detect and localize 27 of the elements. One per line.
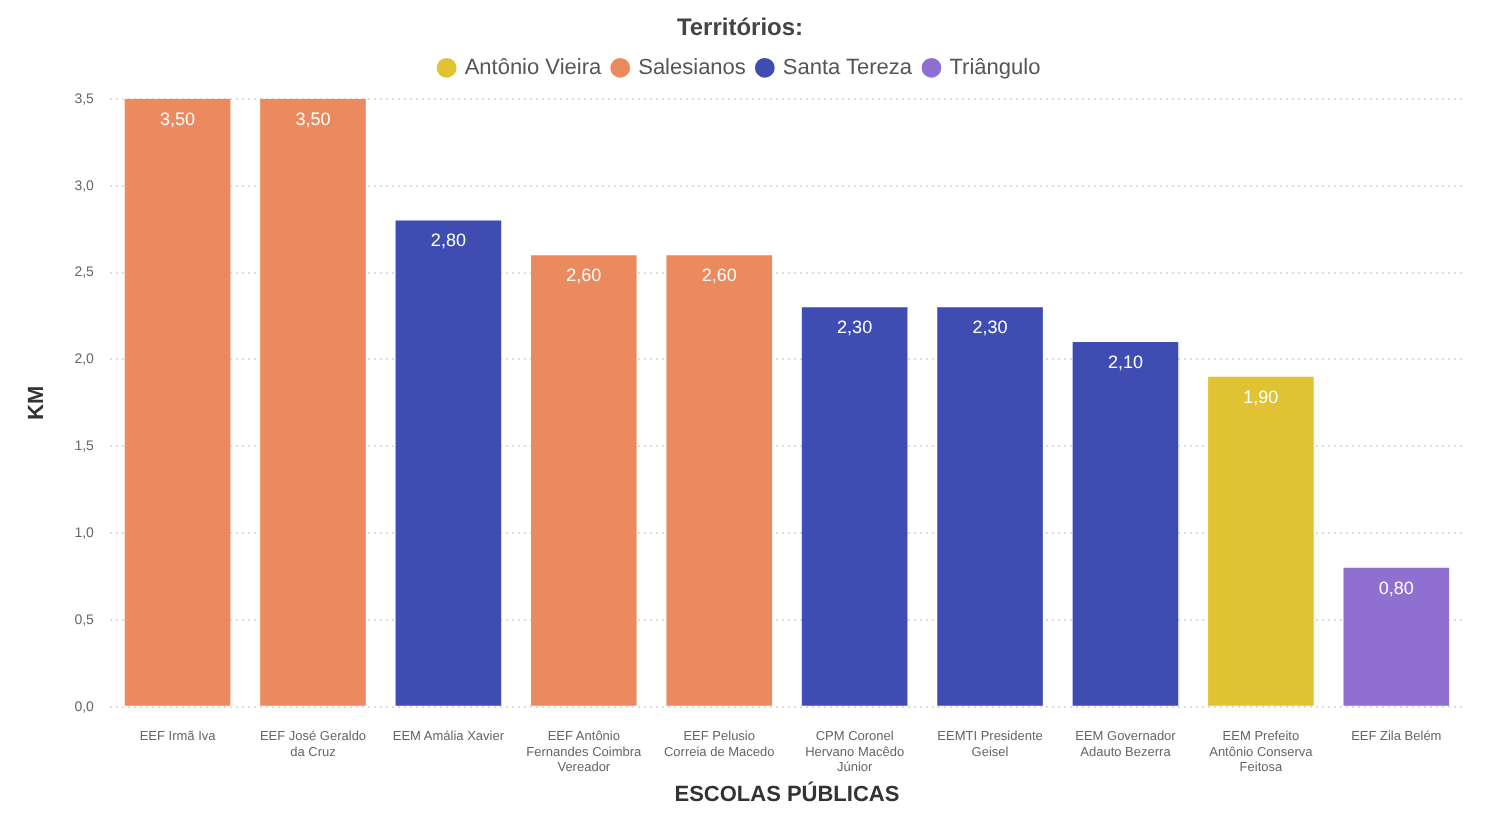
- bar: [395, 220, 502, 706]
- data-label: 3,50: [295, 108, 331, 129]
- y-axis-title: KM: [25, 385, 50, 420]
- bar: [1072, 342, 1179, 706]
- data-label: 2,30: [837, 317, 873, 338]
- legend-label: Triângulo: [949, 55, 1041, 80]
- bar: [260, 98, 366, 706]
- data-label: 2,10: [1107, 351, 1143, 372]
- data-label: 2,60: [701, 265, 737, 286]
- bar: [1208, 376, 1314, 706]
- data-label: 3,50: [160, 108, 196, 129]
- data-label: 0,80: [1378, 577, 1414, 598]
- x-axis-title: ESCOLAS PÚBLICAS: [674, 780, 900, 807]
- legend-title: Territórios:: [676, 12, 804, 41]
- bar: [531, 255, 637, 706]
- bar: [801, 307, 908, 706]
- bar: [937, 307, 1043, 706]
- bar: [1343, 567, 1450, 706]
- legend-label: Salesianos: [638, 55, 747, 80]
- bar: [124, 98, 231, 706]
- bar: [666, 255, 773, 706]
- data-label: 1,90: [1243, 386, 1279, 407]
- data-label: 2,30: [972, 317, 1008, 338]
- legend-label: Antônio Vieira: [464, 55, 603, 80]
- data-label: 2,80: [430, 230, 466, 251]
- legend-label: Santa Tereza: [782, 55, 914, 80]
- data-label: 2,60: [566, 265, 602, 286]
